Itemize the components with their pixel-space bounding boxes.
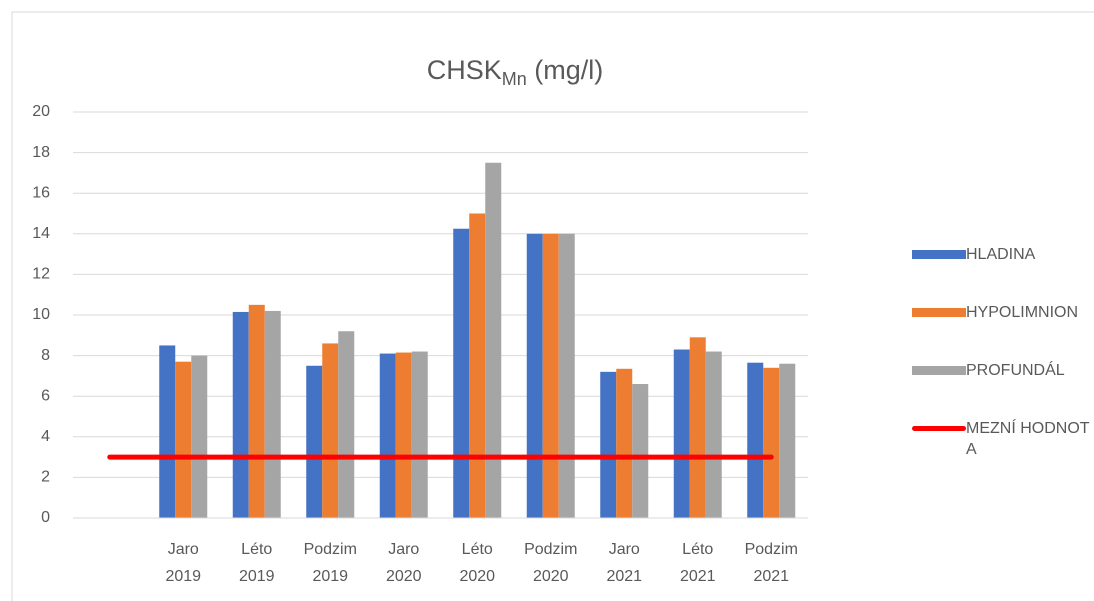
bar [558, 233, 575, 519]
y-tick-label: 10 [32, 306, 50, 323]
bar [175, 361, 192, 518]
bar [705, 351, 722, 518]
x-tick-label-line: 2021 [753, 568, 789, 585]
legend-label: PROFUNDÁL [966, 362, 1065, 379]
bar [542, 233, 559, 519]
bar [616, 368, 633, 518]
x-tick-label-line: Jaro [609, 541, 640, 558]
x-tick-label: Léto 2021 [680, 541, 716, 585]
x-tick-label-line: 2021 [680, 568, 716, 585]
y-tick-label: 4 [41, 428, 50, 445]
title-suffix: (mg/l) [527, 55, 604, 85]
x-tick-label-line: Podzim [304, 541, 357, 558]
legend-label: HYPOLIMNION [966, 304, 1079, 321]
legend-item: HLADINA [912, 238, 1092, 296]
x-tick-label-line: 2019 [312, 568, 348, 585]
bar [379, 353, 396, 518]
bar [673, 349, 690, 518]
legend-swatch [912, 426, 966, 431]
legend-swatch [912, 366, 966, 375]
bar [779, 363, 796, 518]
y-tick-label: 18 [32, 144, 50, 161]
bar [485, 162, 502, 518]
x-tick-label: Podzim 2020 [524, 541, 577, 585]
bar [453, 228, 470, 518]
x-tick-label-line: Léto [682, 541, 713, 558]
bar [191, 355, 208, 518]
legend: HLADINA HYPOLIMNION PROFUNDÁL MEZNÍ HODNOTA [912, 238, 1092, 470]
x-tick-label: Jaro 2019 [165, 541, 201, 585]
x-tick-label: Jaro 2020 [386, 541, 422, 585]
y-tick-label: 2 [41, 469, 50, 486]
x-tick-label: Jaro 2021 [606, 541, 642, 585]
x-tick-label-line: 2020 [533, 568, 569, 585]
x-tick-label: Léto 2019 [239, 541, 275, 585]
legend-swatch [912, 308, 966, 317]
x-tick-label: Podzim 2021 [745, 541, 798, 585]
y-tick-label: 8 [41, 347, 50, 364]
bar [689, 337, 706, 518]
bar [632, 384, 649, 518]
bar [600, 371, 617, 518]
bar [264, 310, 281, 518]
bar [159, 345, 176, 518]
y-tick-label: 6 [41, 387, 50, 404]
bar [322, 343, 339, 518]
bar [248, 304, 265, 518]
legend-item: HYPOLIMNION [912, 296, 1092, 354]
legend-label: HLADINA [966, 246, 1036, 263]
x-tick-label-line: Podzim [524, 541, 577, 558]
legend-swatch [912, 250, 966, 259]
bar [395, 352, 412, 518]
x-tick-label: Léto 2020 [459, 541, 495, 585]
y-tick-label: 16 [32, 184, 50, 201]
x-tick-label: Podzim 2019 [304, 541, 357, 585]
y-tick-label: 14 [32, 225, 50, 242]
chart-title: CHSKMn (mg/l) [427, 55, 604, 89]
title-subscript: Mn [502, 69, 527, 89]
bar [306, 365, 323, 518]
x-tick-label-line: Léto [462, 541, 493, 558]
bar [338, 331, 355, 518]
bar [411, 351, 428, 518]
x-tick-label-line: 2021 [606, 568, 642, 585]
legend-item: MEZNÍ HODNOTA [912, 412, 1092, 470]
legend-label: MEZNÍ HODNOTA [966, 420, 1090, 458]
y-tick-label: 12 [32, 266, 50, 283]
y-tick-label: 0 [41, 509, 50, 526]
title-main: CHSK [427, 55, 502, 85]
x-tick-label-line: Podzim [745, 541, 798, 558]
x-tick-label-line: Jaro [168, 541, 199, 558]
x-tick-label-line: Léto [241, 541, 272, 558]
y-tick-label: 20 [32, 103, 50, 120]
x-tick-label-line: 2019 [165, 568, 201, 585]
x-tick-label-line: 2019 [239, 568, 275, 585]
bar [747, 362, 764, 518]
x-tick-label-line: 2020 [459, 568, 495, 585]
x-tick-label-line: 2020 [386, 568, 422, 585]
legend-item: PROFUNDÁL [912, 354, 1092, 412]
bar [469, 213, 486, 518]
x-tick-label-line: Jaro [388, 541, 419, 558]
chart-border [11, 11, 1094, 601]
bar [526, 233, 543, 519]
bar [232, 311, 249, 518]
bar [763, 367, 780, 518]
